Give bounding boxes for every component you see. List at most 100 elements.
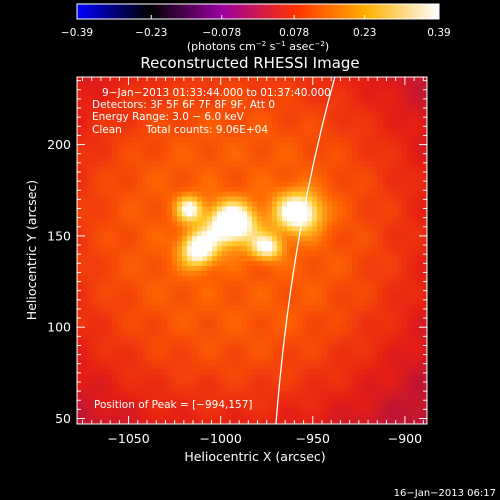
heatmap-cell bbox=[242, 106, 248, 113]
heatmap-cell bbox=[332, 210, 338, 217]
heatmap-cell bbox=[242, 131, 248, 138]
heatmap-cell bbox=[227, 414, 233, 420]
heatmap-cell bbox=[387, 220, 393, 227]
heatmap-cell bbox=[337, 275, 343, 281]
heatmap-cell bbox=[97, 399, 103, 405]
heatmap-cell bbox=[347, 290, 353, 296]
heatmap-cell bbox=[187, 146, 193, 152]
heatmap-cell bbox=[227, 235, 233, 242]
heatmap-cell bbox=[292, 96, 298, 103]
heatmap-cell bbox=[307, 220, 313, 227]
heatmap-cell bbox=[342, 309, 348, 316]
heatmap-cell bbox=[97, 151, 103, 157]
heatmap-cell bbox=[162, 91, 168, 98]
heatmap-cell bbox=[322, 146, 328, 152]
heatmap-cell bbox=[197, 220, 203, 227]
heatmap-cell bbox=[327, 300, 333, 306]
heatmap-cell bbox=[387, 146, 393, 152]
heatmap-cell bbox=[112, 176, 118, 182]
heatmap-cell bbox=[317, 161, 323, 167]
heatmap-cell bbox=[337, 111, 343, 118]
heatmap-cell bbox=[312, 314, 318, 321]
heatmap-cell bbox=[377, 359, 383, 366]
heatmap-cell bbox=[322, 131, 328, 138]
heatmap-cell bbox=[392, 186, 398, 192]
heatmap-cell bbox=[137, 265, 143, 271]
heatmap-cell bbox=[157, 319, 163, 326]
heatmap-cell bbox=[397, 101, 403, 108]
heatmap-cell bbox=[412, 339, 418, 346]
heatmap-cell bbox=[152, 379, 158, 385]
heatmap-cell bbox=[312, 339, 318, 346]
heatmap-cell bbox=[327, 399, 333, 405]
heatmap-cell bbox=[347, 324, 353, 331]
heatmap-cell bbox=[292, 131, 298, 138]
heatmap-cell bbox=[412, 290, 418, 296]
heatmap-cell bbox=[172, 394, 178, 400]
heatmap-cell bbox=[422, 250, 427, 257]
heatmap-cell bbox=[337, 176, 343, 182]
heatmap-cell bbox=[382, 200, 388, 207]
heatmap-cell bbox=[147, 344, 153, 351]
heatmap-cell bbox=[387, 176, 393, 182]
heatmap-cell bbox=[257, 250, 263, 257]
heatmap-cell bbox=[362, 260, 368, 266]
heatmap-cell bbox=[282, 305, 288, 311]
heatmap-cell bbox=[387, 300, 393, 306]
heatmap-cell bbox=[297, 339, 303, 346]
heatmap-cell bbox=[322, 389, 328, 395]
heatmap-cell bbox=[377, 414, 383, 420]
heatmap-cell bbox=[122, 270, 128, 276]
heatmap-cell bbox=[207, 86, 213, 93]
heatmap-cell bbox=[242, 235, 248, 242]
heatmap-cell bbox=[187, 215, 193, 222]
heatmap-cell bbox=[147, 324, 153, 331]
heatmap-cell bbox=[337, 384, 343, 390]
heatmap-cell bbox=[137, 86, 143, 93]
heatmap-cell bbox=[182, 414, 188, 420]
heatmap-cell bbox=[262, 81, 268, 88]
heatmap-cell bbox=[387, 151, 393, 157]
heatmap-cell bbox=[217, 280, 223, 286]
heatmap-cell bbox=[237, 116, 243, 123]
heatmap-cell bbox=[102, 290, 108, 296]
heatmap-cell bbox=[327, 324, 333, 331]
heatmap-cell bbox=[347, 116, 353, 123]
heatmap-cell bbox=[257, 295, 263, 301]
heatmap-cell bbox=[412, 240, 418, 247]
heatmap-cell bbox=[97, 136, 103, 143]
heatmap-cell bbox=[207, 305, 213, 311]
heatmap-cell bbox=[167, 101, 173, 108]
heatmap-cell bbox=[337, 374, 343, 380]
heatmap-cell bbox=[362, 305, 368, 311]
heatmap-cell bbox=[397, 394, 403, 400]
heatmap-cell bbox=[337, 329, 343, 336]
heatmap-cell bbox=[222, 339, 228, 346]
heatmap-cell bbox=[307, 210, 313, 217]
heatmap-cell bbox=[422, 101, 427, 108]
heatmap-cell bbox=[207, 374, 213, 380]
heatmap-cell bbox=[77, 250, 83, 257]
heatmap-cell bbox=[217, 399, 223, 405]
heatmap-cell bbox=[237, 166, 243, 172]
heatmap-cell bbox=[242, 245, 248, 252]
heatmap-cell bbox=[137, 176, 143, 182]
heatmap-cell bbox=[212, 260, 218, 266]
heatmap-cell bbox=[197, 349, 203, 356]
heatmap-cell bbox=[412, 136, 418, 143]
heatmap-cell bbox=[247, 285, 253, 291]
heatmap-cell bbox=[367, 126, 373, 133]
heatmap-cell bbox=[142, 181, 148, 187]
heatmap-cell bbox=[117, 245, 123, 252]
heatmap-cell bbox=[292, 309, 298, 316]
heatmap-cell bbox=[247, 181, 253, 187]
heatmap-cell bbox=[332, 314, 338, 321]
heatmap-cell bbox=[302, 126, 308, 133]
heatmap-cell bbox=[357, 359, 363, 366]
heatmap-cell bbox=[357, 295, 363, 301]
heatmap-cell bbox=[407, 414, 413, 420]
heatmap-cell bbox=[172, 186, 178, 192]
heatmap-cell bbox=[107, 91, 113, 98]
heatmap-cell bbox=[132, 116, 138, 123]
heatmap-cell bbox=[317, 126, 323, 133]
